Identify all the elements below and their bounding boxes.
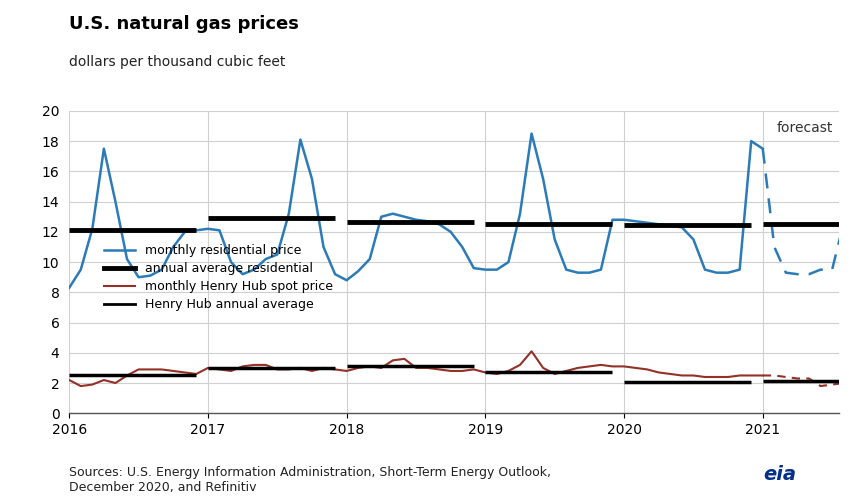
Text: dollars per thousand cubic feet: dollars per thousand cubic feet	[69, 55, 285, 70]
Text: U.S. natural gas prices: U.S. natural gas prices	[69, 15, 299, 33]
Text: Sources: U.S. Energy Information Administration, Short-Term Energy Outlook,
Dece: Sources: U.S. Energy Information Adminis…	[69, 466, 551, 494]
Text: forecast: forecast	[776, 121, 832, 136]
Text: eia: eia	[763, 465, 796, 484]
Legend: monthly residential price, annual average residential, monthly Henry Hub spot pr: monthly residential price, annual averag…	[99, 239, 338, 317]
